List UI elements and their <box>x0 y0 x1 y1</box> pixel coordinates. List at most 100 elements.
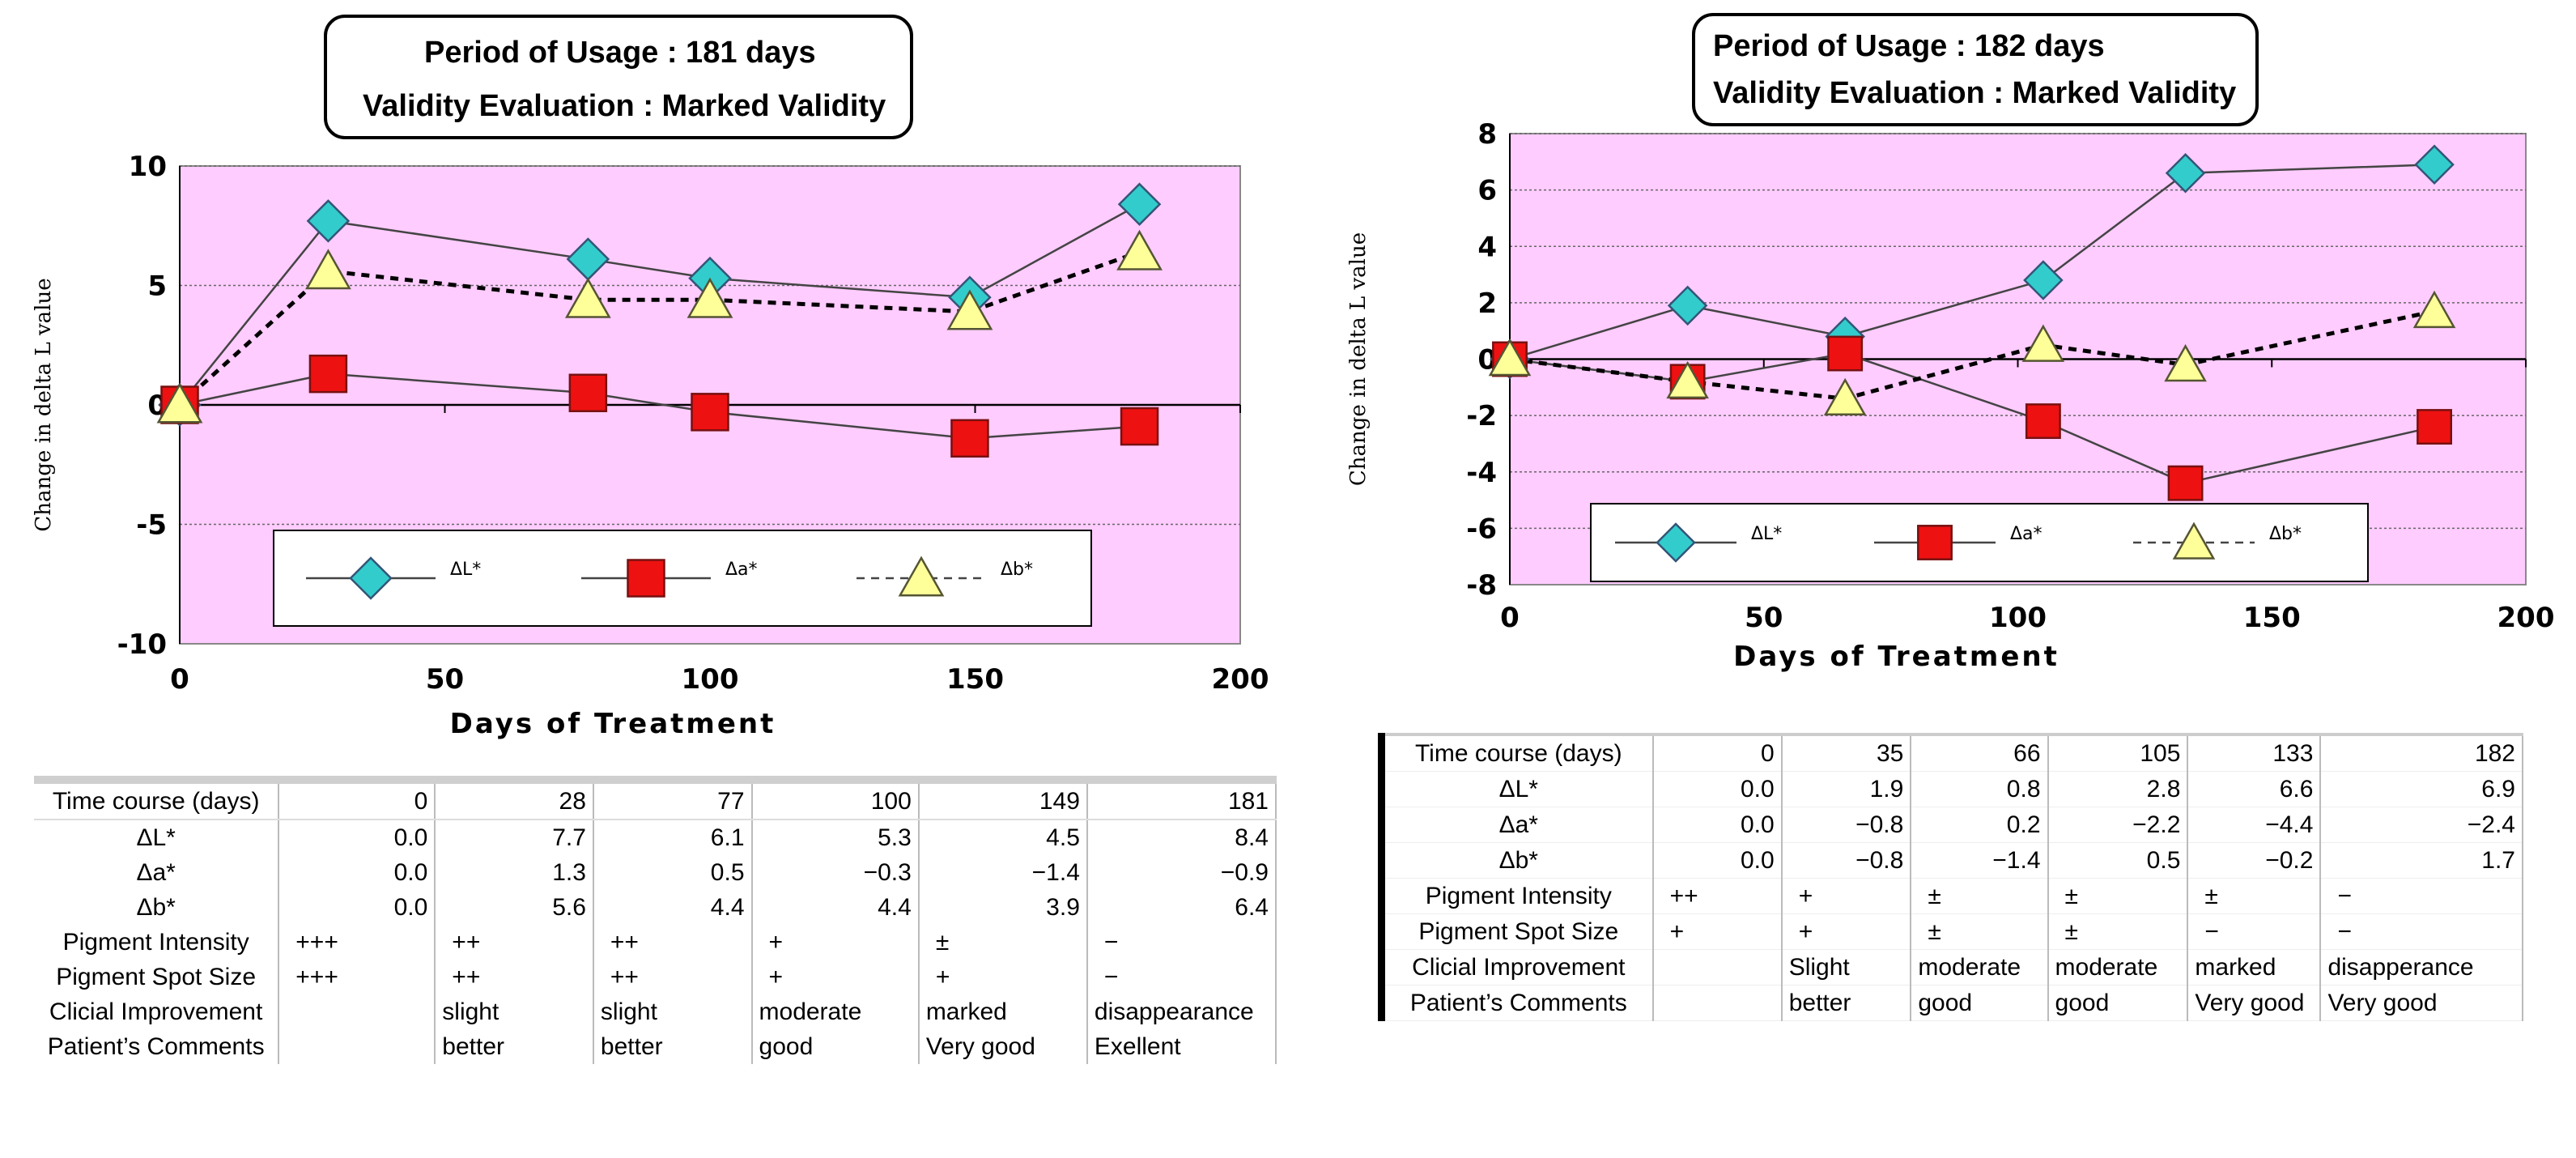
table-cell: 5.3 <box>751 820 920 855</box>
table-cell: Slight <box>1781 949 1912 986</box>
y-tick-label: 4 <box>1477 231 1497 263</box>
table-cell: 1.7 <box>2320 842 2523 879</box>
data-point-diamond <box>2023 260 2064 300</box>
x-tick-label: 50 <box>1745 602 1783 634</box>
data-point-triangle <box>1488 338 1532 377</box>
table-cell: marked <box>2187 949 2322 986</box>
x-tick-label: 150 <box>2243 602 2301 634</box>
row-label: Pigment Spot Size <box>34 960 280 994</box>
table-row: Patient’s Comments better better good Very g… <box>34 1029 1277 1064</box>
table-cell: 0 <box>278 780 436 820</box>
table-cell: −2.2 <box>2047 807 2189 843</box>
data-point-square <box>2167 465 2204 501</box>
table-cell: 6.6 <box>2187 771 2322 807</box>
data-point-square <box>308 354 348 394</box>
table-cell <box>278 1029 436 1064</box>
series-line <box>178 249 1141 407</box>
table-row: Δa* 0.0 −0.8 0.2 −2.2 −4.4 −2.4 <box>1381 807 2523 843</box>
table-cell: ± <box>1911 913 2049 950</box>
y-tick-label: 8 <box>1477 118 1497 151</box>
data-point-triangle <box>1116 229 1163 270</box>
row-label: Pigment Intensity <box>34 925 280 960</box>
row-label: Patient’s Comments <box>1381 985 1654 1021</box>
table-cell: + <box>1652 913 1783 950</box>
legend-label: Δb* <box>1001 560 1033 580</box>
table-cell: − <box>2187 913 2322 950</box>
x-tick-label: 200 <box>2497 602 2555 634</box>
data-point-triangle <box>2164 343 2207 382</box>
table-cell: −1.4 <box>918 855 1088 890</box>
series-line <box>1509 164 2435 360</box>
y-tick-label: -10 <box>117 628 167 661</box>
row-label: Pigment Spot Size <box>1381 913 1654 950</box>
table-row: Pigment Spot Size +++ ++ ++ + + − <box>34 960 1277 994</box>
table-row: ΔL* 0.0 7.7 6.1 5.3 4.5 8.4 <box>34 820 1277 855</box>
data-point-square <box>691 393 729 432</box>
table-cell: better <box>435 1029 594 1064</box>
data-point-diamond <box>349 556 393 600</box>
table-cell: 100 <box>751 780 920 820</box>
table-cell: ++ <box>593 925 753 960</box>
table-row: Clicial Improvement Slight moderate moderat… <box>1381 949 2523 986</box>
table-cell: 0.0 <box>278 855 436 890</box>
table-cell: better <box>593 1029 753 1064</box>
table-cell: 0.5 <box>593 855 753 890</box>
table-cell: − <box>2320 878 2523 914</box>
table-cell: 3.9 <box>918 890 1088 925</box>
y-tick-label: -4 <box>1466 457 1497 489</box>
table-row: Time course (days) 0 28 77 100 149 181 <box>34 780 1277 820</box>
data-point-triangle <box>2172 522 2216 560</box>
series-line <box>179 373 1140 440</box>
table-cell: 0.0 <box>1652 842 1783 879</box>
table-cell: ± <box>2047 913 2189 950</box>
table-cell: −0.2 <box>2187 842 2322 879</box>
row-label: Clicial Improvement <box>34 994 280 1029</box>
table-cell: 6.4 <box>1086 890 1277 925</box>
table-cell: 182 <box>2320 734 2523 772</box>
table-cell: − <box>2320 913 2523 950</box>
y-tick-label: -6 <box>1466 513 1497 545</box>
x-tick-label: 0 <box>170 663 189 696</box>
table-cell: 4.5 <box>918 820 1088 855</box>
row-label: ΔL* <box>1381 771 1654 807</box>
table-cell: − <box>1086 925 1277 960</box>
table-cell: 8.4 <box>1086 820 1277 855</box>
right-panel: Period of Usage : 182 days Validity Eval… <box>1295 0 2576 1158</box>
table-cell: slight <box>435 994 594 1029</box>
table-cell: better <box>1781 985 1912 1021</box>
x-tick-label: 100 <box>682 663 739 696</box>
table-row: Pigment Intensity +++ ++ ++ + ± − <box>34 925 1277 960</box>
data-point-square <box>627 559 665 598</box>
table-cell: Very good <box>2187 985 2322 1021</box>
table-cell: ± <box>2187 878 2322 914</box>
y-tick-label: 2 <box>1477 287 1497 320</box>
table-cell: 0.5 <box>2047 842 2189 879</box>
data-point-triangle <box>2021 324 2065 362</box>
legend-label: Δa* <box>725 560 758 580</box>
row-label: Patient’s Comments <box>34 1029 280 1064</box>
table-cell: 4.4 <box>593 890 753 925</box>
data-point-diamond <box>2165 152 2206 194</box>
table-cell: − <box>1086 960 1277 994</box>
data-point-square <box>950 419 989 458</box>
table-cell: + <box>751 925 920 960</box>
data-point-triangle <box>946 289 993 330</box>
legend-label: ΔL* <box>1751 524 1782 544</box>
data-point-triangle <box>305 249 351 290</box>
x-tick-label: 0 <box>1500 602 1520 634</box>
row-label: Δa* <box>1381 807 1654 843</box>
data-point-diamond <box>1667 285 1708 326</box>
table-row: Patient’s Comments better good good Very goo… <box>1381 985 2523 1021</box>
y-tick-label: -2 <box>1466 400 1497 432</box>
table-cell: good <box>2047 985 2189 1021</box>
table-cell: ++ <box>593 960 753 994</box>
table-cell: 0.0 <box>278 820 436 855</box>
data-point-square <box>2417 409 2452 445</box>
y-tick-label: 10 <box>129 151 167 183</box>
table-cell: ± <box>1911 878 2049 914</box>
table-cell: 0.2 <box>1911 807 2049 843</box>
row-label: Δb* <box>1381 842 1654 879</box>
table-cell: ++ <box>1652 878 1783 914</box>
